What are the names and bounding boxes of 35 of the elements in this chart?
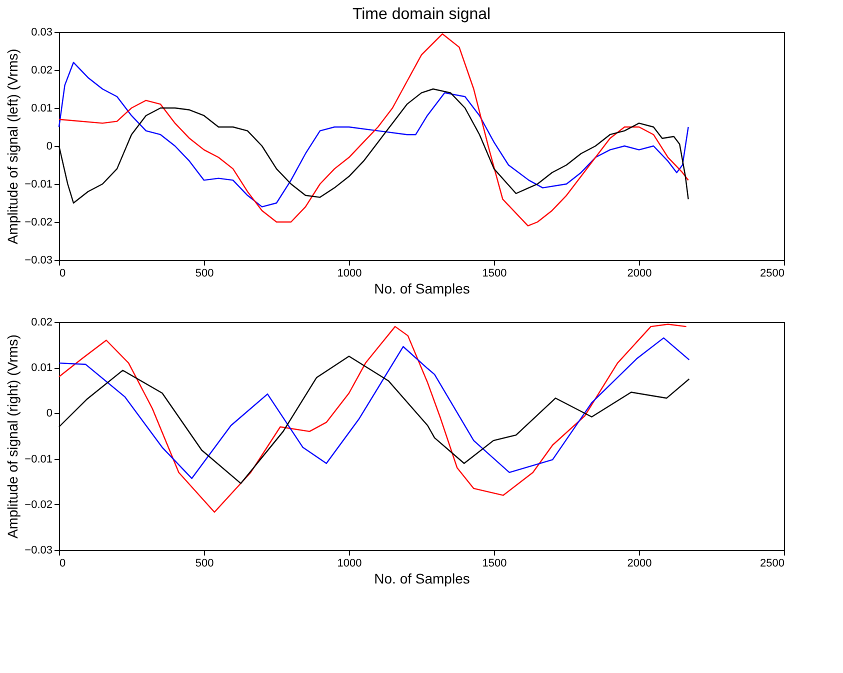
x-tick-label: 1000 (337, 268, 362, 280)
y-tick-label: 0 (46, 408, 52, 420)
y-tick-label: −0.02 (24, 216, 52, 228)
y-axis-title: Amplitude of signal (right) (Vrms) (4, 334, 21, 539)
x-tick-label: 2000 (627, 558, 652, 570)
y-tick-label: −0.02 (24, 498, 52, 511)
line-series (58, 33, 689, 226)
y-tick-label: −0.03 (24, 254, 52, 266)
y-tick-label: 0 (46, 140, 52, 152)
x-tick-label: 2500 (760, 558, 784, 570)
y-tick-label: 0.01 (31, 362, 52, 374)
x-tick-label: 500 (195, 558, 214, 570)
x-tick-label: 0 (60, 558, 66, 570)
x-tick-label: 1500 (482, 558, 507, 570)
line-series (58, 324, 687, 513)
y-tick-label: −0.01 (24, 178, 52, 190)
y-axis-title: Amplitude of signal (left) (Vrms) (4, 48, 21, 244)
y-tick-label: 0.01 (31, 102, 52, 114)
x-tick-label: 0 (60, 268, 66, 280)
x-tick-label: 1500 (482, 268, 507, 280)
line-series (58, 356, 690, 484)
y-tick-label: 0.02 (31, 316, 52, 328)
x-tick-label: 2000 (627, 268, 652, 280)
x-axis-title: No. of Samples (374, 570, 470, 586)
y-tick-label: −0.03 (24, 544, 52, 556)
y-tick-label: 0.02 (31, 64, 52, 76)
y-tick-label: −0.01 (24, 453, 52, 466)
x-tick-label: 500 (195, 268, 214, 280)
chart-title: Time domain signal (352, 6, 491, 23)
y-tick-label: 0.03 (31, 26, 52, 38)
x-tick-label: 2500 (760, 268, 784, 280)
x-axis-title: No. of Samples (374, 280, 470, 296)
line-series (58, 62, 689, 208)
x-tick-label: 1000 (337, 558, 362, 570)
line-series (58, 337, 690, 480)
